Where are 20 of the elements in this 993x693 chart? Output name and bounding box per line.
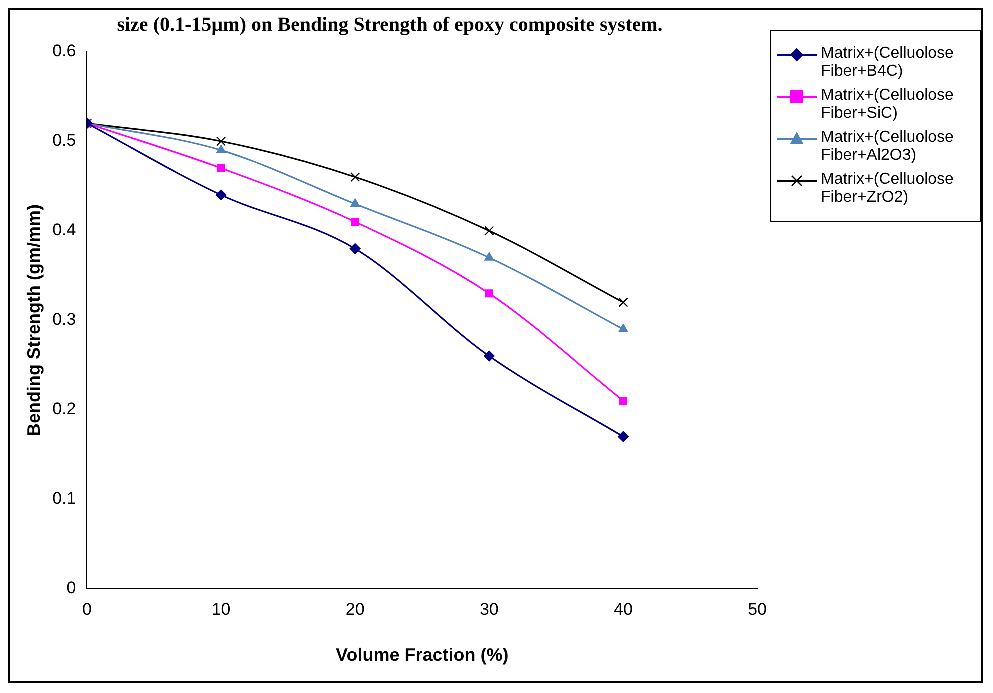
x-tick-label: 0 (82, 600, 92, 619)
y-axis-title: Bending Strength (gm/mm) (24, 204, 44, 436)
x-tick-label: 50 (748, 600, 768, 619)
x-axis-title: Volume Fraction (%) (336, 645, 509, 666)
chart-title: size (0.1-15µm) on Bending Strength of epoxy composite system. (117, 14, 663, 36)
y-tick-label: 0.1 (52, 489, 76, 508)
legend-label: Matrix+(Celluolose Fiber+B4C) (821, 45, 955, 81)
x-tick-label: 40 (614, 600, 633, 619)
x-tick-label: 30 (480, 600, 499, 619)
y-tick-label: 0.5 (52, 131, 76, 150)
legend-label: Matrix+(Celluolose Fiber+ZrO2) (821, 171, 955, 207)
legend-label: Matrix+(Celluolose Fiber+SiC) (821, 87, 955, 123)
y-tick-label: 0.3 (52, 310, 76, 330)
y-tick-label: 0.6 (52, 42, 76, 61)
y-tick-label: 0 (66, 578, 76, 598)
legend-label: Matrix+(Celluolose Fiber+Al2O3) (821, 129, 955, 165)
x-tick-label: 10 (212, 600, 231, 619)
y-tick-label: 0.4 (52, 220, 76, 240)
x-tick-label: 20 (346, 600, 365, 619)
y-tick-label: 0.2 (52, 400, 76, 419)
